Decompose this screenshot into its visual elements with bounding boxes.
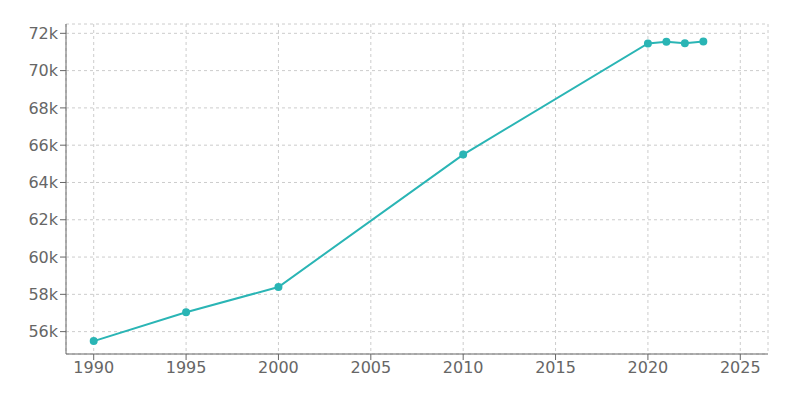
svg-text:1995: 1995 <box>166 358 207 377</box>
svg-text:2005: 2005 <box>350 358 391 377</box>
svg-text:2025: 2025 <box>720 358 761 377</box>
svg-text:2000: 2000 <box>258 358 299 377</box>
svg-text:2010: 2010 <box>443 358 484 377</box>
svg-text:2020: 2020 <box>628 358 669 377</box>
svg-text:2015: 2015 <box>535 358 576 377</box>
svg-text:68k: 68k <box>28 99 58 118</box>
svg-text:62k: 62k <box>28 210 58 229</box>
svg-text:58k: 58k <box>28 285 58 304</box>
svg-text:70k: 70k <box>28 61 58 80</box>
svg-text:60k: 60k <box>28 248 58 267</box>
svg-text:1990: 1990 <box>73 358 114 377</box>
svg-text:66k: 66k <box>28 136 58 155</box>
svg-text:56k: 56k <box>28 322 58 341</box>
svg-text:64k: 64k <box>28 173 58 192</box>
svg-text:72k: 72k <box>28 24 58 43</box>
